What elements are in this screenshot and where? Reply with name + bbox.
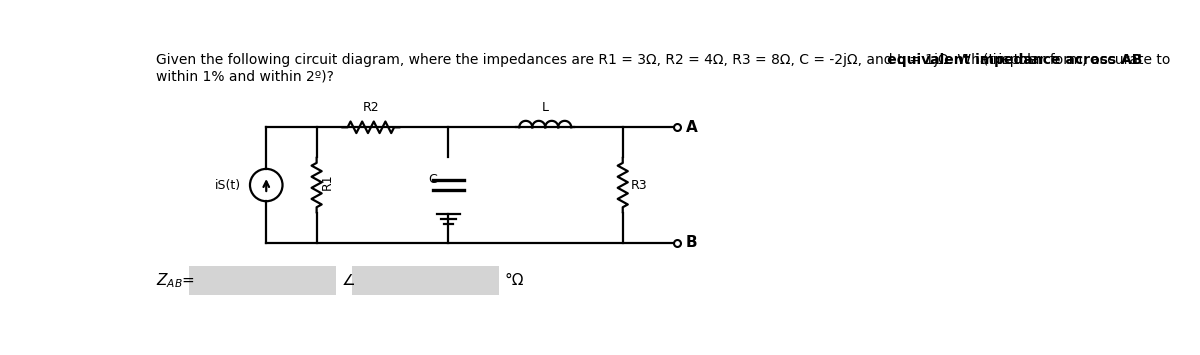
Text: equivalent impedance across AB: equivalent impedance across AB [156,53,1142,67]
FancyBboxPatch shape [188,266,336,295]
Text: within 1% and within 2º)?: within 1% and within 2º)? [156,70,334,83]
Text: ∠: ∠ [342,273,356,288]
Text: L: L [541,101,548,114]
Text: C: C [428,173,437,186]
FancyBboxPatch shape [352,266,499,295]
Text: R1: R1 [320,173,334,190]
Text: iS(t): iS(t) [215,179,241,192]
Text: $Z_{AB}$=: $Z_{AB}$= [156,271,196,290]
Text: B: B [685,235,697,250]
Text: A: A [685,120,697,135]
Text: Given the following circuit diagram, where the impedances are R1 = 3Ω, R2 = 4Ω, : Given the following circuit diagram, whe… [156,53,1042,67]
Text: ( in polar form, accurate to: ( in polar form, accurate to [156,53,1170,67]
Text: R3: R3 [630,179,647,192]
Text: °Ω: °Ω [504,273,523,288]
Text: R2: R2 [362,101,379,114]
